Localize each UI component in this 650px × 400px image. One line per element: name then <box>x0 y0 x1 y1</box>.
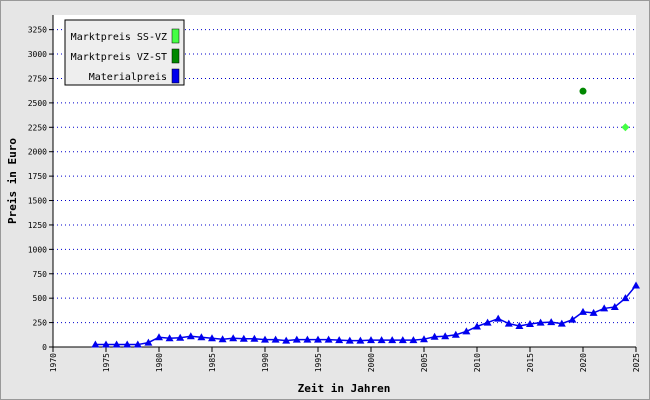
legend-swatch <box>171 28 180 44</box>
x-tick-label: 2010 <box>473 353 482 372</box>
data-point <box>547 318 556 326</box>
data-point <box>462 327 471 335</box>
data-point <box>155 333 163 341</box>
data-point <box>420 335 428 343</box>
legend-box <box>64 19 185 86</box>
data-point <box>451 330 460 338</box>
data-point <box>197 333 206 341</box>
legend-label: Marktpreis SS-VZ <box>71 32 167 43</box>
data-point <box>504 319 513 327</box>
legend: Marktpreis SS-VZ Marktpreis VZ-ST Material… <box>64 19 185 86</box>
data-point <box>621 123 630 132</box>
y-tick-label: 3000 <box>28 50 47 59</box>
data-point <box>303 335 312 343</box>
data-point <box>314 335 322 343</box>
legend-swatch <box>171 48 180 64</box>
x-tick-label: 2020 <box>579 353 588 372</box>
data-point <box>610 302 619 310</box>
data-point <box>515 322 524 330</box>
data-point <box>557 319 566 327</box>
data-point <box>324 335 333 343</box>
data-point <box>335 336 344 344</box>
y-tick-label: 2500 <box>28 99 47 108</box>
y-tick-label: 2250 <box>28 123 47 132</box>
data-point <box>112 340 121 348</box>
data-point <box>356 336 365 344</box>
x-tick-label: 1990 <box>261 353 270 372</box>
data-point <box>441 332 450 340</box>
data-point <box>186 332 195 340</box>
data-point <box>133 340 142 348</box>
x-tick-label: 1970 <box>49 353 58 372</box>
data-point <box>621 294 630 302</box>
data-point <box>123 340 132 348</box>
legend-label: Marktpreis VZ-ST <box>71 52 167 63</box>
data-line <box>95 285 637 346</box>
data-point <box>579 87 587 95</box>
y-tick-label: 0 <box>42 343 47 352</box>
data-point <box>239 334 248 342</box>
legend-swatch <box>171 68 180 84</box>
data-point <box>208 334 216 342</box>
x-tick-label: 2025 <box>632 353 641 372</box>
data-point <box>536 318 545 326</box>
x-tick-label: 2015 <box>526 353 535 372</box>
data-point <box>229 334 238 342</box>
data-point <box>91 340 100 348</box>
data-point <box>144 338 153 346</box>
y-tick-label: 3250 <box>28 26 47 35</box>
data-point <box>176 333 185 341</box>
data-point <box>430 332 439 340</box>
data-point <box>367 336 375 344</box>
data-point <box>282 336 291 344</box>
x-tick-label: 1985 <box>208 353 217 372</box>
data-point <box>494 314 503 322</box>
data-point <box>377 336 386 344</box>
x-tick-label: 1975 <box>102 353 111 372</box>
data-point <box>526 320 534 328</box>
y-tick-label: 750 <box>33 270 48 279</box>
data-point <box>388 336 397 344</box>
data-point <box>102 340 110 348</box>
data-point <box>632 281 640 289</box>
data-point <box>271 335 280 343</box>
legend-label: Materialpreis <box>89 72 167 83</box>
data-point <box>398 336 407 344</box>
data-point <box>600 304 609 312</box>
y-tick-label: 250 <box>33 319 48 328</box>
y-tick-label: 500 <box>33 294 48 303</box>
y-tick-label: 1500 <box>28 197 47 206</box>
x-tick-label: 2000 <box>367 353 376 372</box>
data-point <box>218 335 227 343</box>
x-tick-label: 1980 <box>155 353 164 372</box>
y-tick-label: 1750 <box>28 172 47 181</box>
data-point <box>250 334 259 342</box>
y-tick-label: 1250 <box>28 221 47 230</box>
data-point <box>483 318 492 326</box>
y-tick-label: 1000 <box>28 245 47 254</box>
data-point <box>165 334 174 342</box>
x-axis-title: Zeit in Jahren <box>298 382 391 395</box>
y-tick-label: 2750 <box>28 74 47 83</box>
data-point <box>261 335 269 343</box>
x-tick-label: 2005 <box>420 353 429 372</box>
y-tick-label: 2000 <box>28 148 47 157</box>
data-point <box>568 315 577 323</box>
x-tick-label: 1995 <box>314 353 323 372</box>
data-point <box>579 307 587 315</box>
data-point <box>345 336 354 344</box>
data-point <box>292 335 301 343</box>
data-point <box>473 322 481 330</box>
data-point <box>409 336 418 344</box>
y-axis-title: Preis in Euro <box>6 138 19 224</box>
data-point <box>589 308 598 316</box>
